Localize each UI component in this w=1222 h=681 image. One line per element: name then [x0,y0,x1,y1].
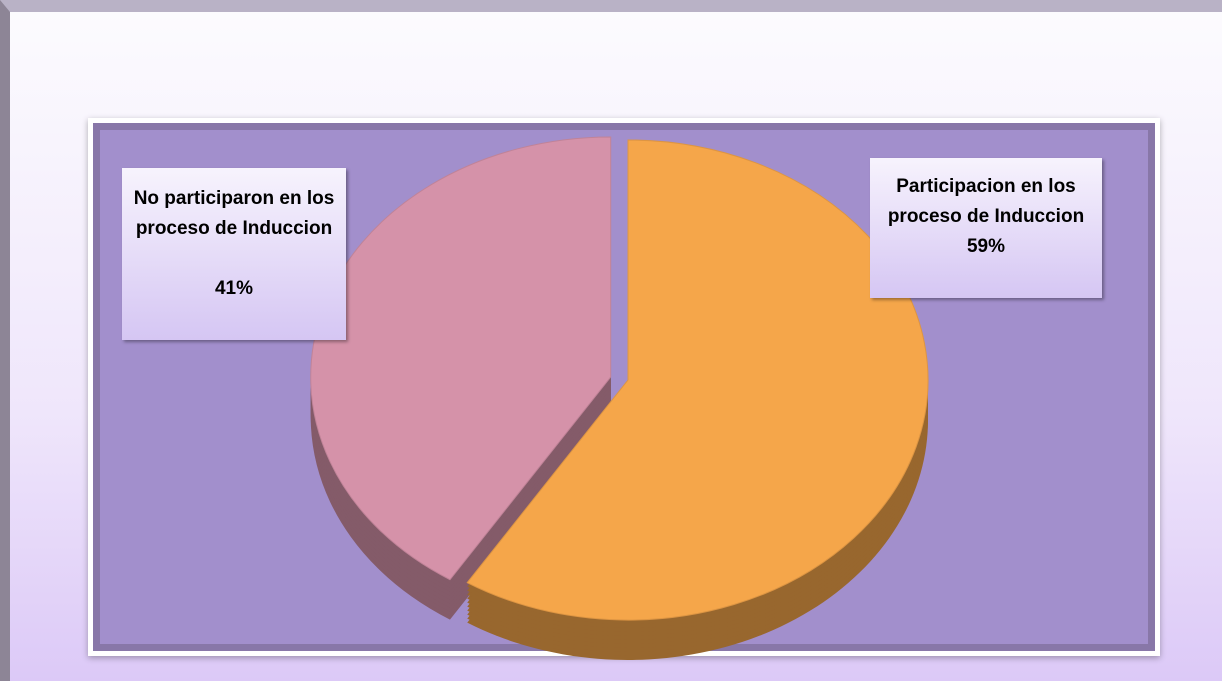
label-value: 59% [966,236,1006,257]
slice [466,139,929,621]
chart [310,136,929,660]
data-label: No participaron en los proceso de Inducc… [122,168,346,340]
label-category: No participaron en los proceso de Inducc… [133,188,335,239]
data-label: Participacion en los proceso de Induccio… [870,158,1102,298]
label-value: 41% [214,278,254,299]
label-category: Participacion en los proceso de Induccio… [887,176,1085,227]
